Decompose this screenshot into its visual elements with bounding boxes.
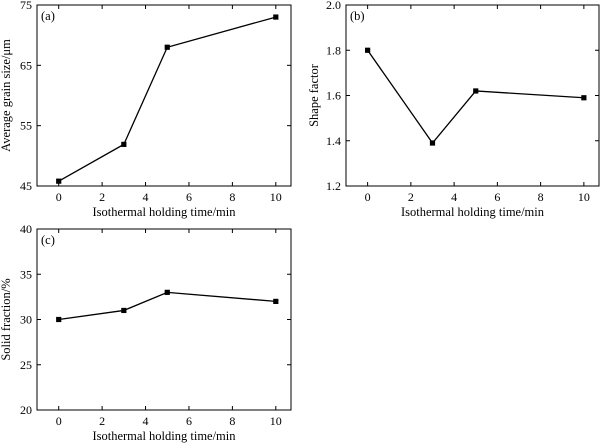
data-point-marker: [56, 316, 62, 323]
panel-label: (c): [41, 233, 55, 247]
x-tick-label: 0: [56, 190, 62, 204]
data-point-marker: [56, 178, 62, 184]
x-tick-label: 0: [56, 414, 62, 428]
x-axis-title: Isothermal holding time/min: [92, 205, 236, 219]
series-line: [58, 16, 276, 182]
y-tick-label: 45: [20, 179, 32, 193]
panel-label: (a): [41, 9, 55, 23]
data-point-marker: [581, 95, 587, 101]
x-tick-label: 10: [578, 190, 590, 204]
y-tick-label: 1.4: [326, 134, 341, 148]
y-tick-label: 1.8: [326, 43, 341, 57]
y-tick-label: 35: [20, 267, 32, 281]
x-tick-label: 4: [143, 414, 149, 428]
x-tick-label: 6: [186, 414, 192, 428]
x-tick-label: 10: [270, 414, 282, 428]
y-tick-label: 65: [20, 58, 32, 72]
plot-frame: [36, 4, 292, 187]
x-tick-label: 8: [229, 414, 235, 428]
data-point-marker: [473, 88, 479, 94]
x-tick-label: 0: [365, 190, 371, 204]
data-point-marker: [164, 289, 170, 295]
data-point-marker: [121, 141, 127, 147]
y-tick-label: 1.2: [326, 179, 341, 193]
x-axis-title: Isothermal holding time/min: [92, 429, 236, 443]
x-tick-label: 6: [494, 190, 500, 204]
x-tick-label: 4: [143, 190, 149, 204]
y-tick-label: 1.6: [326, 89, 341, 103]
x-tick-label: 2: [99, 414, 105, 428]
x-axis-title: Isothermal holding time/min: [401, 205, 545, 219]
data-point-marker: [429, 140, 436, 146]
data-point-marker: [164, 44, 170, 50]
panel-label: (b): [350, 9, 365, 23]
series-line: [367, 49, 584, 145]
chart-panel-c: 0 2 4 6 8 10 20 25 30 35 40 (c) Isothermal holding t…: [0, 222, 292, 443]
y-axis-title: Average grain size/μm: [0, 39, 13, 152]
chart-panel-b: 0 2 4 6 8 10 1.2 1.4 1.6 1.8 2.0 (b) Isothermal hold…: [307, 0, 600, 219]
y-axis-title: Shape factor: [307, 63, 321, 127]
x-tick-label: 2: [408, 190, 414, 204]
series-line: [58, 291, 276, 321]
y-tick-label: 2.0: [326, 0, 341, 12]
y-tick-label: 75: [20, 0, 32, 12]
plot-frame: [36, 228, 292, 411]
x-tick-label: 2: [99, 190, 105, 204]
y-tick-label: 40: [20, 222, 32, 236]
data-point-marker: [121, 307, 127, 314]
y-axis-title: Solid fraction/%: [0, 278, 13, 360]
x-tick-label: 4: [451, 190, 457, 204]
x-tick-label: 10: [270, 190, 282, 204]
x-tick-label: 8: [229, 190, 235, 204]
data-point-marker: [273, 298, 279, 304]
y-tick-label: 30: [20, 313, 32, 327]
data-point-marker: [365, 47, 371, 53]
data-point-marker: [273, 14, 279, 20]
chart-panel-a: 0 2 4 6 8 10 45 55 65 75 (a) Isothermal holding tim…: [0, 0, 292, 219]
x-tick-label: 8: [538, 190, 544, 204]
y-tick-label: 55: [20, 119, 32, 133]
y-tick-label: 20: [20, 403, 32, 417]
y-tick-label: 25: [20, 358, 32, 372]
x-tick-label: 6: [186, 190, 192, 204]
